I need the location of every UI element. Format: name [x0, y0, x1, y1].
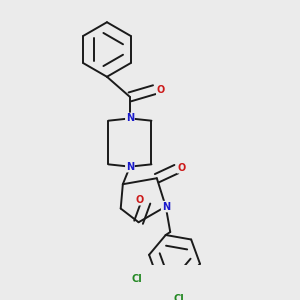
Text: O: O	[157, 85, 165, 95]
Text: O: O	[177, 163, 186, 173]
Text: Cl: Cl	[132, 274, 142, 284]
Text: Cl: Cl	[173, 293, 184, 300]
Text: N: N	[126, 113, 134, 123]
Text: O: O	[136, 195, 144, 205]
Text: N: N	[162, 202, 170, 212]
Text: N: N	[126, 162, 134, 172]
